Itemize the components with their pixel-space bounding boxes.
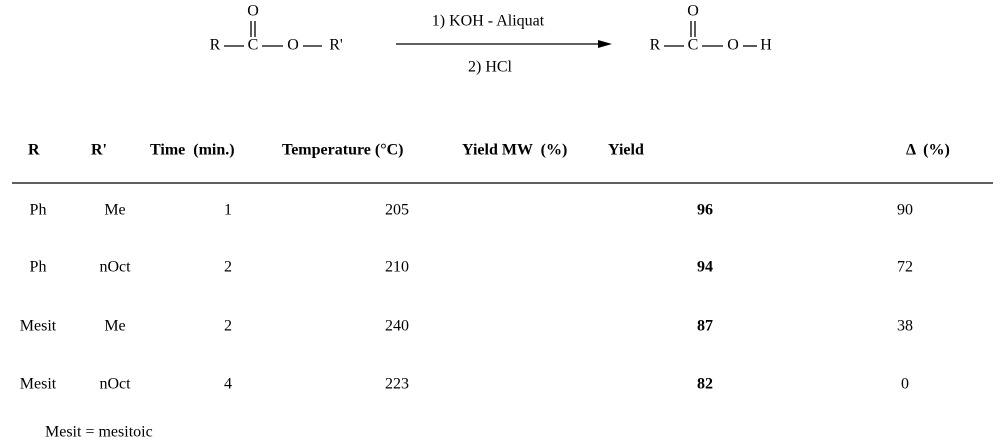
atom: O (687, 3, 699, 20)
cell: 0 (901, 376, 909, 393)
atom: O (287, 37, 299, 54)
condition: 1) KOH - Aliquat (432, 13, 545, 30)
cell: Me (104, 202, 125, 219)
cell: 240 (385, 318, 409, 335)
cell: Ph (30, 259, 47, 276)
cell: nOct (99, 259, 131, 276)
header: Yield (608, 142, 644, 159)
atom: O (727, 37, 739, 54)
header: R' (91, 142, 107, 159)
cell: 90 (897, 202, 913, 219)
cell: 96 (697, 202, 713, 219)
cell: Me (104, 318, 125, 335)
cell: 2 (224, 318, 232, 335)
atom: C (688, 37, 699, 54)
atom: H (760, 37, 772, 54)
cell: 38 (897, 318, 913, 335)
cell: 72 (897, 259, 913, 276)
header: Time (min.) (150, 142, 235, 159)
cell: nOct (99, 376, 131, 393)
cell: Ph (30, 202, 47, 219)
cell: 87 (697, 318, 713, 335)
atom: C (248, 37, 259, 54)
reactant: R C O R' O (210, 3, 343, 54)
table-body: Ph Me 1 205 96 90 Ph nOct 2 210 94 72 Mesit Me 2 240 87 3… (20, 202, 913, 393)
atom: R (650, 37, 661, 54)
header: R (28, 142, 40, 159)
header: Δ (%) (906, 142, 950, 159)
cell: 205 (385, 202, 409, 219)
cell: Mesit (20, 376, 57, 393)
header: Yield MW (%) (462, 142, 567, 159)
condition: 2) HCl (468, 59, 513, 76)
atom: O (247, 3, 259, 20)
cell: 4 (224, 376, 232, 393)
cell: 2 (224, 259, 232, 276)
atom: R (210, 37, 221, 54)
cell: Mesit (20, 318, 57, 335)
arrow-head (598, 40, 612, 48)
cell: 82 (697, 376, 713, 393)
footnote: Mesit = mesitoic (45, 424, 153, 441)
atom: R' (329, 37, 343, 54)
cell: 1 (224, 202, 232, 219)
product: R C O H O (650, 3, 773, 54)
cell: 94 (697, 259, 713, 276)
cell: 223 (385, 376, 409, 393)
cell: 210 (385, 259, 409, 276)
header: Temperature (°C) (282, 142, 403, 159)
